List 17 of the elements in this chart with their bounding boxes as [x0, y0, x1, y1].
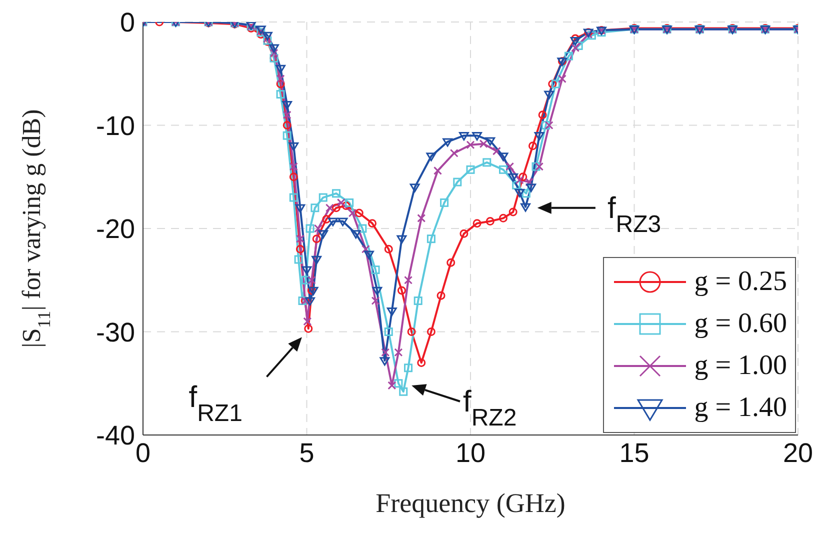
- y-tick-label: 0: [120, 8, 135, 38]
- y-tick-label: -20: [96, 214, 135, 244]
- legend-label: g = 0.60: [694, 308, 787, 340]
- legend-label: g = 1.40: [694, 392, 787, 424]
- x-tick-label: 15: [619, 438, 650, 468]
- x-tick-label: 20: [782, 438, 814, 468]
- annotation: f$_{RZ1}$: [188, 380, 242, 426]
- annotation: f$_{RZ2}$: [463, 385, 517, 431]
- x-tick-label: 5: [299, 438, 314, 468]
- annotation: f$_{RZ3}$: [607, 192, 662, 238]
- y-tick-label: -10: [96, 110, 135, 141]
- x-tick-label: 10: [455, 438, 486, 468]
- legend-label: g = 0.25: [694, 266, 787, 298]
- y-tick-label: -30: [96, 317, 135, 348]
- x-axis-title: Frequency (GHz): [376, 488, 566, 518]
- y-tick-label: -40: [96, 420, 135, 451]
- legend-label: g = 1.00: [694, 350, 787, 382]
